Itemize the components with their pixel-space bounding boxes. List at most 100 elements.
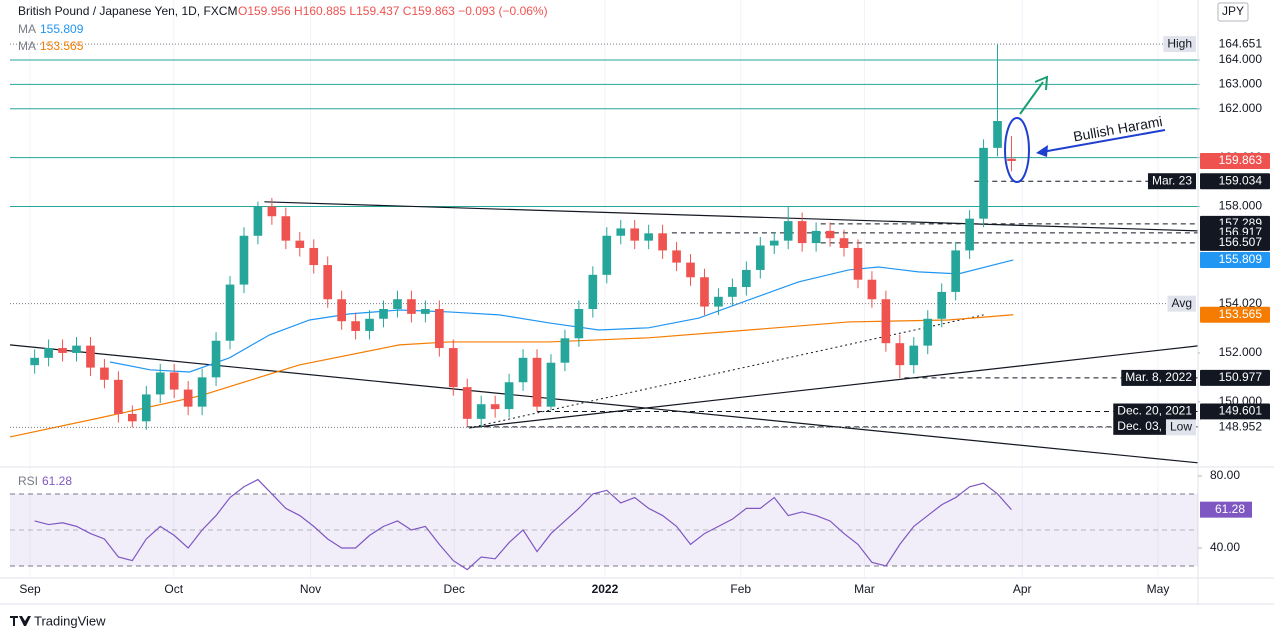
harami-arrowhead <box>1036 145 1048 157</box>
price-label: 154.020 <box>1219 296 1263 310</box>
price-tag: Mar. 8, 2022 <box>1125 370 1192 384</box>
rsi-value-label: 61.28 <box>1215 502 1245 516</box>
brand-logo <box>10 616 31 626</box>
candle-body <box>560 338 570 363</box>
candle-body <box>839 238 849 248</box>
candle-body <box>100 367 109 380</box>
legend-label: MA <box>18 39 36 53</box>
legend-value: 155.809 <box>40 22 84 36</box>
ohlc: O159.956 H160.885 L159.437 C159.863 −0.0… <box>238 4 548 18</box>
ma-line <box>109 259 1014 373</box>
candle-body <box>155 372 165 395</box>
y-tick-box <box>1200 198 1270 215</box>
candle-body <box>421 308 430 314</box>
candle-body <box>141 394 151 422</box>
candle-body <box>672 250 681 263</box>
candle-body <box>574 308 584 339</box>
candle-body <box>211 340 221 378</box>
candle-body <box>323 265 333 300</box>
candle-body <box>769 240 779 246</box>
x-tick-label: Nov <box>300 582 321 596</box>
candle-body <box>825 230 835 239</box>
candle-body <box>783 221 793 241</box>
candle-body <box>895 343 905 366</box>
candle-body <box>742 269 751 288</box>
y-tick-box <box>1200 344 1270 361</box>
price-label-box <box>1200 403 1270 420</box>
price-label-box <box>1200 306 1270 323</box>
price-label-box <box>1200 234 1270 251</box>
price-tag: Low <box>1170 420 1192 434</box>
candle-body <box>267 206 277 217</box>
candle-body <box>504 382 514 410</box>
trendline <box>9 344 1199 464</box>
price-label: 149.601 <box>1219 404 1263 418</box>
price-label-box <box>1200 152 1270 169</box>
candle-body <box>546 362 556 407</box>
rsi-line <box>34 478 1012 571</box>
candle-body <box>58 348 67 353</box>
rsi-tick-label: 40.00 <box>1210 540 1240 554</box>
harami-arrow <box>1041 129 1166 153</box>
price-tag: Mar. 23 <box>1152 173 1192 187</box>
currency-box[interactable] <box>1217 2 1249 22</box>
candle-body <box>365 318 374 331</box>
candle-body <box>602 235 612 275</box>
price-label: 153.565 <box>1219 307 1263 321</box>
price-label-box <box>1200 419 1270 436</box>
candle-body <box>309 247 319 266</box>
candle-body <box>993 121 1002 148</box>
candle-body <box>114 379 123 414</box>
candle-body <box>183 389 193 407</box>
harami-ellipse <box>1004 117 1030 183</box>
candle-body <box>658 233 667 251</box>
candle-body <box>588 274 598 309</box>
candle-body <box>700 277 709 307</box>
candle-body <box>490 404 500 410</box>
candle-body <box>253 206 263 236</box>
candle-body <box>979 147 988 219</box>
candle-body <box>881 299 891 344</box>
candle-body <box>518 357 528 383</box>
price-label: 155.809 <box>1219 252 1263 266</box>
candle-body <box>295 240 305 248</box>
trendline <box>264 201 1199 232</box>
price-tag-box <box>1165 419 1196 436</box>
price-label: 148.952 <box>1219 420 1263 434</box>
brand[interactable]: TradingView <box>34 613 106 628</box>
candle-body <box>853 247 863 280</box>
candle-body <box>937 291 947 319</box>
price-label-box <box>1200 173 1270 190</box>
x-tick-label: May <box>1147 582 1170 596</box>
currency[interactable]: JPY <box>1222 4 1244 18</box>
candle-body <box>714 296 723 307</box>
y-tick-label: 162.000 <box>1219 101 1263 115</box>
candle-body <box>72 345 81 353</box>
candle-body <box>239 235 249 285</box>
price-label-box <box>1200 369 1270 386</box>
candle-body <box>867 279 877 300</box>
candle-body <box>351 321 360 331</box>
legend-label: MA <box>18 22 36 36</box>
candle-body <box>644 233 653 241</box>
price-label-box <box>1200 251 1270 268</box>
price-tag: Dec. 20, 2021 <box>1117 404 1192 418</box>
candle-body <box>337 299 346 322</box>
price-label: 159.863 <box>1219 153 1263 167</box>
candle-body <box>797 221 807 244</box>
candle-body <box>435 308 444 349</box>
candle-body <box>393 299 402 309</box>
rsi-tick-label: 80.00 <box>1210 468 1240 482</box>
price-label: 164.651 <box>1219 36 1263 50</box>
candle-body <box>909 345 919 366</box>
ma-line <box>9 314 1014 438</box>
candle-body <box>225 284 235 341</box>
y-tick-box <box>1200 76 1270 93</box>
candle-body <box>169 372 179 390</box>
price-label: 156.507 <box>1219 235 1263 249</box>
y-tick-label: 163.000 <box>1219 77 1263 91</box>
candle-body <box>86 345 95 368</box>
candle-body <box>197 377 207 407</box>
